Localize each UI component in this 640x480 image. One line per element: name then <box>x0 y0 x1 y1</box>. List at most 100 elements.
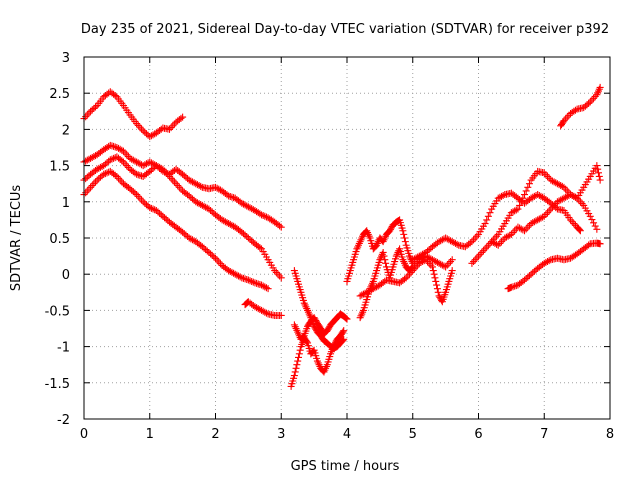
data-point <box>382 259 390 267</box>
data-point <box>481 245 489 253</box>
data-point <box>516 201 524 209</box>
series-arc-4 <box>80 167 272 293</box>
chart-title: Day 235 of 2021, Sidereal Day-to-day VTE… <box>81 22 609 37</box>
data-point <box>311 315 319 323</box>
data-point <box>180 230 188 238</box>
data-point <box>100 170 108 178</box>
series-arc-10 <box>356 245 456 322</box>
data-point <box>244 276 252 284</box>
y-tick-label: 3 <box>62 51 70 66</box>
data-point <box>134 192 142 200</box>
data-point <box>596 83 604 91</box>
data-point <box>136 123 144 131</box>
data-point <box>174 182 182 190</box>
data-point <box>172 180 180 188</box>
data-point <box>146 167 154 175</box>
data-point <box>182 173 190 181</box>
data-point <box>563 113 571 121</box>
x-tick-label: 8 <box>606 427 614 442</box>
data-point <box>123 162 131 170</box>
data-point <box>299 333 307 341</box>
data-point <box>83 111 91 119</box>
data-point <box>215 258 223 266</box>
data-point <box>82 113 90 121</box>
data-point <box>524 273 532 281</box>
data-point <box>473 254 481 262</box>
data-point <box>149 205 157 213</box>
data-point <box>585 99 593 107</box>
data-point <box>483 216 491 224</box>
data-point <box>339 336 347 344</box>
data-point <box>576 227 584 235</box>
y-tick-label: 2 <box>62 123 70 138</box>
data-point <box>106 156 114 164</box>
data-point <box>147 204 155 212</box>
data-point <box>570 220 578 228</box>
data-point <box>93 176 101 184</box>
data-point <box>303 338 311 346</box>
data-point <box>146 204 154 212</box>
data-point <box>590 94 598 102</box>
data-point <box>246 277 254 285</box>
data-point <box>118 178 126 186</box>
data-point <box>484 212 492 220</box>
data-point <box>295 350 303 358</box>
data-point <box>210 253 218 261</box>
data-point <box>142 130 150 138</box>
data-point <box>149 131 157 139</box>
data-point <box>400 230 408 238</box>
y-tick-label: 1.5 <box>49 160 70 175</box>
data-point <box>182 231 190 239</box>
data-point <box>525 180 533 188</box>
data-point <box>591 222 599 230</box>
data-point <box>87 183 95 191</box>
y-tick-label: -1.5 <box>45 377 70 392</box>
y-tick-label: -0.5 <box>45 304 70 319</box>
data-point <box>262 284 270 292</box>
data-point <box>514 205 522 213</box>
data-point <box>340 327 348 335</box>
data-point <box>169 122 177 130</box>
series-arc-14 <box>488 162 604 249</box>
y-tick-label: 0 <box>62 268 70 283</box>
data-point <box>131 189 139 197</box>
data-point <box>83 187 91 195</box>
data-point <box>202 246 210 254</box>
data-point <box>103 159 111 167</box>
data-point <box>496 239 504 247</box>
data-point <box>575 225 583 233</box>
data-point <box>276 222 284 230</box>
data-point <box>381 256 389 264</box>
data-point <box>519 226 527 234</box>
data-point <box>493 232 501 240</box>
data-point <box>294 357 302 365</box>
data-point <box>95 175 103 183</box>
data-point <box>571 106 579 114</box>
series-arc-12 <box>409 189 584 264</box>
data-point <box>595 172 603 180</box>
data-point <box>92 103 100 111</box>
data-point <box>470 258 478 266</box>
data-point <box>586 212 594 220</box>
series-arc-15 <box>504 239 604 293</box>
data-point <box>544 209 552 217</box>
data-point <box>433 285 441 293</box>
data-point <box>380 252 388 260</box>
data-point <box>581 102 589 110</box>
data-point <box>92 178 100 186</box>
data-point <box>111 171 119 179</box>
data-point <box>208 251 216 259</box>
data-point <box>165 125 173 133</box>
data-point <box>424 247 432 255</box>
data-point <box>537 192 545 200</box>
data-point <box>115 174 123 182</box>
data-point <box>101 170 109 178</box>
data-point <box>588 216 596 224</box>
data-point <box>261 212 269 220</box>
data-point <box>471 256 479 264</box>
data-point <box>594 165 602 173</box>
data-point <box>310 314 318 322</box>
data-point <box>203 247 211 255</box>
data-point <box>588 96 596 104</box>
data-point <box>264 285 272 293</box>
